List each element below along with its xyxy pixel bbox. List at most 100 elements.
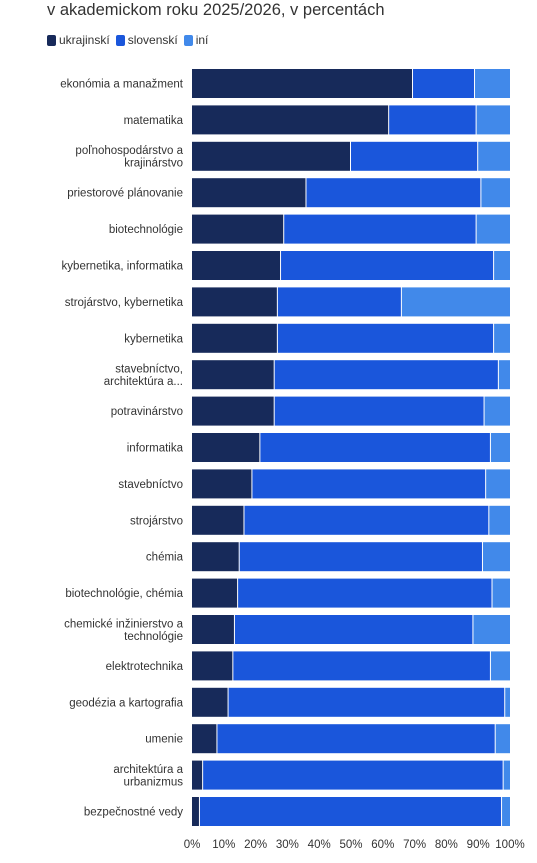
bar-segment-ukrajinski-informatika[interactable] (192, 433, 260, 462)
bar-segment-ukrajinski-architektura-a-urbanizmus[interactable] (192, 760, 203, 790)
bar-segment-slovenski-umenie[interactable] (217, 724, 495, 754)
bar-segment-slovenski-polnohospodarstvo-a-krajinarstvo[interactable] (351, 141, 478, 171)
bar-segment-ukrajinski-priestorove-planovanie[interactable] (192, 178, 306, 208)
x-tick-label-3: 30% (276, 839, 299, 851)
x-tick-label-0: 0% (184, 839, 201, 851)
x-tick-label-7: 70% (403, 839, 426, 851)
bar-segment-slovenski-potravinarstvo[interactable] (274, 396, 484, 426)
bar-segment-ukrajinski-geodezia-a-kartografia[interactable] (192, 687, 228, 717)
legend-swatch-ini (183, 34, 193, 46)
bar-segment-ukrajinski-chemia[interactable] (192, 542, 239, 572)
category-label-bezpecnostne-vedy: bezpečnostné vedy (84, 807, 183, 819)
category-label-strojarstvo: strojárstvo (130, 515, 183, 527)
category-label-biotechnologie: biotechnológie (109, 224, 183, 236)
bar-segment-ukrajinski-kybernetika-informatika[interactable] (192, 251, 281, 280)
category-label-priestorove-planovanie: priestorové plánovanie (67, 188, 183, 200)
x-tick-label-6: 60% (371, 839, 394, 851)
bar-segment-slovenski-stavebnictvo-architektura-a[interactable] (274, 360, 498, 390)
category-label-matematika: matematika (124, 115, 184, 127)
x-tick-label-5: 50% (339, 839, 362, 851)
bar-segment-ini-potravinarstvo[interactable] (484, 396, 510, 426)
bar-segment-ini-stavebnictvo-architektura-a[interactable] (498, 360, 510, 390)
legend-label-slovenski: slovenskí (127, 33, 178, 47)
bar-segment-ini-polnohospodarstvo-a-krajinarstvo[interactable] (478, 141, 510, 171)
x-tick-label-4: 40% (308, 839, 331, 851)
bar-segment-ini-biotechnologie[interactable] (476, 214, 510, 244)
x-tick-label-8: 80% (435, 839, 458, 851)
bar-segment-ini-architektura-a-urbanizmus[interactable] (503, 760, 510, 790)
bar-segment-ini-elektrotechnika[interactable] (490, 651, 510, 681)
bar-segment-slovenski-stavebnictvo[interactable] (252, 469, 486, 499)
bar-segment-ini-kybernetika[interactable] (494, 323, 510, 353)
bar-segment-ukrajinski-bezpecnostne-vedy[interactable] (192, 797, 199, 826)
bar-segment-ukrajinski-chemicke-inzinierstvo-a-technologie[interactable] (192, 615, 234, 644)
x-tick-label-2: 20% (244, 839, 267, 851)
category-label-kybernetika-informatika: kybernetika, informatika (62, 261, 184, 273)
bar-segment-slovenski-matematika[interactable] (389, 105, 476, 135)
bar-segment-ini-matematika[interactable] (476, 105, 510, 135)
bar-segment-ukrajinski-stavebnictvo-architektura-a[interactable] (192, 360, 274, 390)
bar-segment-ini-strojarstvo-kybernetika[interactable] (401, 287, 510, 317)
bar-segment-ukrajinski-ekonomia-a-manazment[interactable] (192, 69, 413, 98)
category-label-chemia: chémia (146, 552, 184, 564)
bar-segment-slovenski-strojarstvo[interactable] (244, 505, 489, 535)
bar-segment-ukrajinski-biotechnologie-chemia[interactable] (192, 578, 238, 608)
bar-segment-ukrajinski-biotechnologie[interactable] (192, 214, 284, 244)
legend-item-ukrajinski[interactable]: ukrajinskí (47, 33, 110, 47)
x-tick-label-10: 100% (495, 839, 524, 851)
x-tick-label-9: 90% (467, 839, 490, 851)
legend-label-ini: iní (195, 33, 209, 47)
chart-legend: ukrajinskí slovenskí iní (47, 33, 214, 47)
bar-segment-ini-informatika[interactable] (490, 433, 510, 462)
bar-segment-ukrajinski-strojarstvo[interactable] (192, 505, 244, 535)
x-tick-label-1: 10% (212, 839, 235, 851)
category-label-stavebnictvo-architektura-a: stavebníctvo, architektúra a... (104, 363, 183, 388)
legend-item-ini[interactable]: iní (183, 33, 209, 47)
legend-swatch-ukrajinski (47, 34, 56, 46)
bar-segment-ini-bezpecnostne-vedy[interactable] (502, 797, 510, 826)
bar-segment-slovenski-kybernetika[interactable] (277, 323, 494, 353)
bar-segment-slovenski-strojarstvo-kybernetika[interactable] (277, 287, 401, 317)
bar-segment-ini-umenie[interactable] (495, 724, 510, 754)
bar-segment-slovenski-elektrotechnika[interactable] (233, 651, 490, 681)
category-label-kybernetika: kybernetika (124, 333, 183, 345)
category-label-geodezia-a-kartografia: geodézia a kartografia (69, 697, 183, 709)
bar-segment-slovenski-priestorove-planovanie[interactable] (306, 178, 481, 208)
bar-segment-ini-priestorove-planovanie[interactable] (481, 178, 510, 208)
bar-segment-ini-strojarstvo[interactable] (489, 505, 510, 535)
bar-segment-ini-chemicke-inzinierstvo-a-technologie[interactable] (473, 615, 510, 644)
category-label-architektura-a-urbanizmus: architektúra a urbanizmus (113, 764, 183, 789)
bar-segment-ukrajinski-stavebnictvo[interactable] (192, 469, 252, 499)
bar-segment-ini-biotechnologie-chemia[interactable] (492, 578, 510, 608)
legend-swatch-slovenski (115, 34, 125, 46)
bar-segment-ukrajinski-kybernetika[interactable] (192, 323, 277, 353)
category-label-elektrotechnika: elektrotechnika (106, 661, 184, 673)
bar-segment-ini-stavebnictvo[interactable] (486, 469, 510, 499)
bar-segment-ukrajinski-matematika[interactable] (192, 105, 389, 135)
category-label-stavebnictvo: stavebníctvo (118, 479, 183, 491)
bar-segment-slovenski-kybernetika-informatika[interactable] (281, 251, 494, 280)
bar-segment-ini-chemia[interactable] (482, 542, 510, 572)
category-label-biotechnologie-chemia: biotechnológie, chémia (65, 588, 183, 600)
bar-segment-slovenski-chemia[interactable] (239, 542, 482, 572)
bar-segment-slovenski-ekonomia-a-manazment[interactable] (413, 69, 475, 98)
bar-segment-ukrajinski-elektrotechnika[interactable] (192, 651, 233, 681)
legend-item-slovenski[interactable]: slovenskí (115, 33, 178, 47)
bar-segment-slovenski-architektura-a-urbanizmus[interactable] (203, 760, 503, 790)
bar-segment-ukrajinski-strojarstvo-kybernetika[interactable] (192, 287, 277, 317)
bar-segment-slovenski-biotechnologie[interactable] (284, 214, 476, 244)
bar-segment-ukrajinski-polnohospodarstvo-a-krajinarstvo[interactable] (192, 141, 350, 171)
bar-segment-ukrajinski-potravinarstvo[interactable] (192, 396, 274, 426)
bar-segment-slovenski-geodezia-a-kartografia[interactable] (228, 687, 505, 717)
bar-segment-ukrajinski-umenie[interactable] (192, 724, 217, 754)
bar-segment-slovenski-chemicke-inzinierstvo-a-technologie[interactable] (234, 615, 473, 644)
bar-segment-slovenski-biotechnologie-chemia[interactable] (238, 578, 492, 608)
bar-segment-slovenski-informatika[interactable] (260, 433, 490, 462)
legend-label-ukrajinski: ukrajinskí (59, 33, 110, 47)
bar-segment-ini-geodezia-a-kartografia[interactable] (505, 687, 510, 717)
bar-segment-slovenski-bezpecnostne-vedy[interactable] (199, 797, 502, 826)
category-label-chemicke-inzinierstvo-a-technologie: chemické inžinierstvo a technológie (64, 618, 183, 643)
bar-segment-ini-kybernetika-informatika[interactable] (494, 251, 510, 280)
bar-segment-ini-ekonomia-a-manazment[interactable] (475, 69, 510, 98)
